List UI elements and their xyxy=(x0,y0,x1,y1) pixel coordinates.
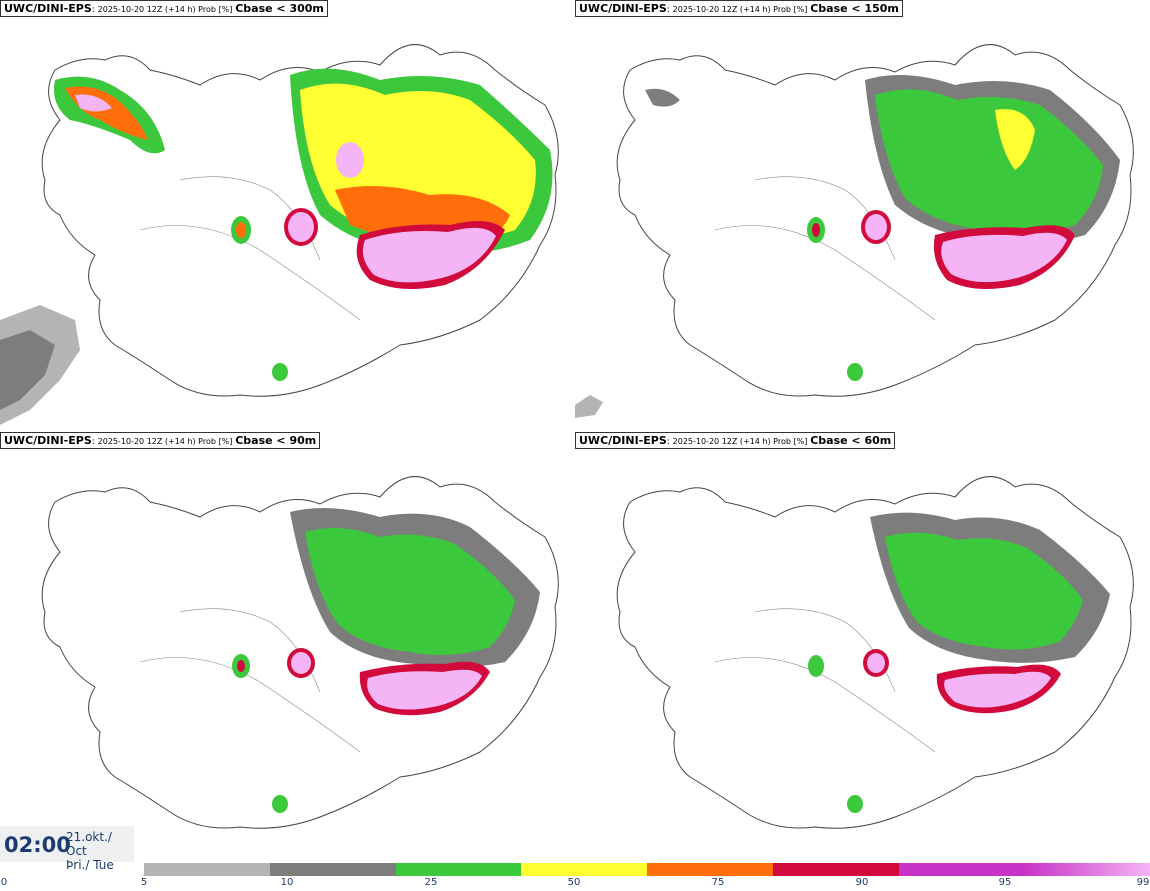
iceland-map xyxy=(0,44,559,425)
valid-time: 02:00 xyxy=(4,833,71,857)
colorbar-segment xyxy=(395,863,522,876)
colorbar-tick-label: 5 xyxy=(140,877,148,888)
iceland-map xyxy=(41,476,559,829)
map-panel-cbase-90: UWC/DINI-EPS: 2025-10-20 12Z (+14 h) Pro… xyxy=(0,432,575,864)
map-panel-cbase-300: UWC/DINI-EPS: 2025-10-20 12Z (+14 h) Pro… xyxy=(0,0,575,432)
colorbar-segment xyxy=(521,863,647,876)
panel-title: UWC/DINI-EPS: 2025-10-20 12Z (+14 h) Pro… xyxy=(575,432,896,449)
colorbar-segment xyxy=(772,863,899,876)
panel-title: UWC/DINI-EPS: 2025-10-20 12Z (+14 h) Pro… xyxy=(575,0,903,17)
colorbar-tick-label: 75 xyxy=(711,877,725,888)
map-panel-cbase-150: UWC/DINI-EPS: 2025-10-20 12Z (+14 h) Pro… xyxy=(575,0,1150,432)
valid-time-box: 02:00 21.okt./ Oct Þri./ Tue xyxy=(0,826,134,872)
colorbar-segment xyxy=(269,863,396,876)
colorbar-tick-label: 50 xyxy=(567,877,581,888)
colorbar-tick-label: 10 xyxy=(280,877,294,888)
panel-title: UWC/DINI-EPS: 2025-10-20 12Z (+14 h) Pro… xyxy=(0,432,321,449)
colorbar-segment xyxy=(898,863,1025,876)
colorbar-segment xyxy=(1024,863,1150,876)
colorbar-tick-label: 95 xyxy=(998,877,1012,888)
colorbar-tick-label: 99 xyxy=(1136,877,1150,888)
map-panel-cbase-60: UWC/DINI-EPS: 2025-10-20 12Z (+14 h) Pro… xyxy=(575,432,1150,864)
colorbar-tick-label: 25 xyxy=(424,877,438,888)
panel-title: UWC/DINI-EPS: 2025-10-20 12Z (+14 h) Pro… xyxy=(0,0,328,17)
colorbar-ticks: 0 5 10 25 50 75 90 95 99 xyxy=(0,877,1150,891)
probability-colorbar xyxy=(144,863,1150,876)
valid-date-text: 21.okt./ Oct xyxy=(66,830,112,858)
iceland-map xyxy=(616,476,1134,829)
colorbar-segment xyxy=(144,863,270,876)
iceland-map xyxy=(575,44,1134,418)
valid-date: 21.okt./ Oct Þri./ Tue xyxy=(66,830,134,872)
colorbar-tick-label: 90 xyxy=(855,877,869,888)
colorbar-segment xyxy=(647,863,773,876)
valid-day-text: Þri./ Tue xyxy=(66,858,114,872)
colorbar-tick-label: 0 xyxy=(0,877,8,888)
